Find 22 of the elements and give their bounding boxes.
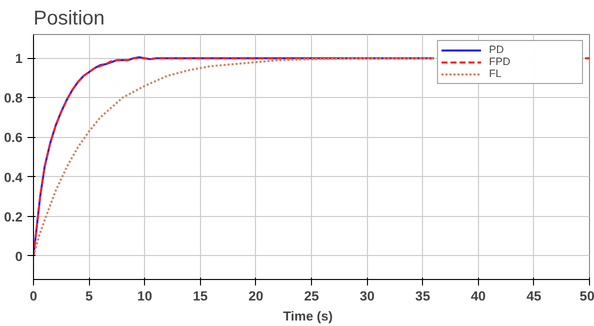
y-tick-label: 0 [15,248,23,264]
legend-label: FPD [489,56,512,68]
x-tick-label: 5 [85,288,94,304]
x-tick-label: 45 [526,288,542,304]
x-tick-label: 15 [192,288,208,304]
chart-title: Position [34,8,105,30]
x-tick-label: 30 [360,288,375,304]
legend-label: PD [489,44,505,56]
x-tick-label: 35 [415,288,431,304]
y-tick-label: 0.6 [4,130,23,146]
x-tick-label: 40 [470,288,486,304]
x-tick-label: 0 [30,288,38,304]
x-tick-label: 50 [580,288,594,304]
y-tick-label: 1 [15,51,24,66]
legend-label: FL [489,68,502,80]
y-tick-label: 0.4 [4,170,24,185]
y-tick-label: 0.8 [4,90,23,106]
x-tick-label: 20 [248,288,264,304]
x-axis-title: Time (s) [283,308,333,324]
x-tick-label: 25 [304,288,320,304]
x-tick-label: 10 [137,288,152,304]
y-tick-label: 0.2 [4,209,23,224]
